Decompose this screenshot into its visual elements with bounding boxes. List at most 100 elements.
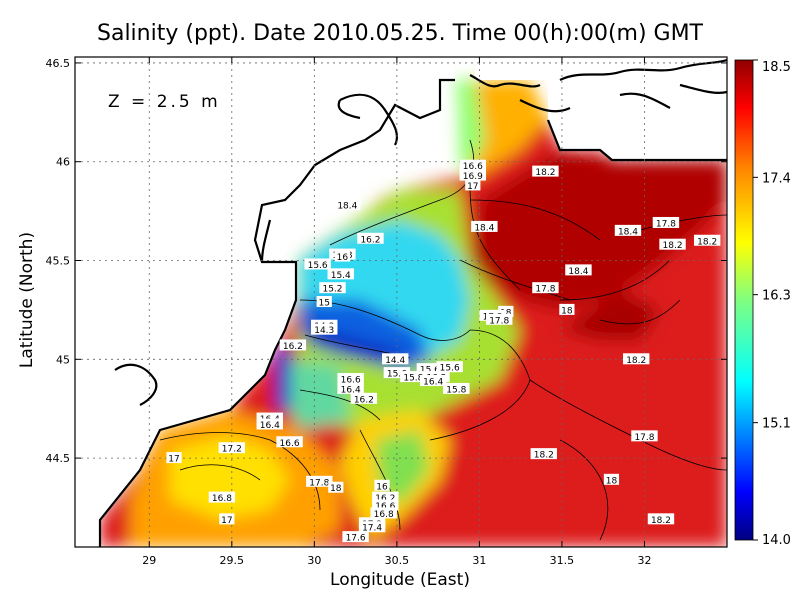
- contour-label: 16.4: [423, 378, 443, 388]
- contour-label: 18: [606, 476, 618, 486]
- contour-label-box: [498, 305, 514, 317]
- contour-label-box: [370, 507, 397, 519]
- contour-label-box: [486, 313, 513, 325]
- y-tick-label: 46: [56, 156, 70, 169]
- contour-label-box: [316, 296, 332, 307]
- contour-label-box: [306, 475, 333, 487]
- colorbar-ticks: 18.5 17.4 16.3 15.1 14.0: [753, 59, 791, 548]
- contour-label: 15.8: [403, 374, 423, 384]
- y-tick-label: 45.5: [46, 255, 71, 268]
- contour-label-box: [256, 412, 283, 424]
- contour-label: 17: [221, 516, 232, 526]
- x-tick-label: 30.5: [385, 554, 410, 567]
- contour-label: 14.4: [385, 356, 405, 366]
- contour-label: 18: [330, 484, 342, 494]
- colorbar-tick-label: 15.1: [762, 417, 791, 432]
- chart-title: Salinity (ppt). Date 2010.05.25. Time 00…: [97, 21, 704, 46]
- contour-label-box: [400, 371, 427, 383]
- contour-label-box: [337, 382, 364, 394]
- contour-label: 16.6: [341, 376, 361, 386]
- contour-label-box: [337, 373, 364, 385]
- colorbar: [734, 59, 754, 541]
- contour-label-box: [374, 479, 390, 491]
- coastline: [98, 58, 727, 547]
- contour-label: 16.9: [463, 172, 483, 182]
- contour-label-box: [358, 521, 386, 533]
- contour-label: 18.4: [337, 202, 357, 212]
- contour-label: 17.8: [535, 285, 555, 295]
- contour-label: 17.8: [489, 316, 509, 326]
- contour-label: 15.4: [331, 271, 351, 281]
- contour-label-box: [166, 452, 182, 464]
- contour-label-box: [532, 165, 559, 177]
- contour-label-box: [436, 361, 463, 373]
- contour-label: 17.2: [222, 445, 242, 455]
- colorbar-tick-label: 17.4: [762, 171, 791, 186]
- contour-label-box: [652, 216, 680, 228]
- contour-label-box: [319, 282, 346, 294]
- contour-label-box: [279, 339, 307, 351]
- contour-label: 16: [376, 482, 388, 492]
- y-tick-label: 45: [56, 353, 70, 366]
- contour-label: 18.2: [663, 241, 683, 251]
- contour-label: 18.2: [626, 356, 646, 366]
- contour-label-box: [532, 282, 559, 294]
- contour-label: 17.8: [656, 219, 676, 229]
- salinity-field: [75, 57, 727, 547]
- contour-label-box: [372, 491, 399, 503]
- contour-label: 15: [319, 299, 330, 309]
- contour-label-box: [693, 234, 721, 246]
- contour-label-box: [256, 418, 283, 430]
- contour-label-box: [623, 353, 650, 365]
- contour-label: 15.2: [322, 285, 342, 295]
- contour-label: 16.6: [463, 162, 483, 172]
- contour-label: 18.4: [618, 227, 638, 237]
- contour-label: 16.6: [280, 439, 300, 449]
- grid-lines: [75, 57, 727, 547]
- contour-label: 17: [467, 182, 478, 192]
- y-tick-label: 46.5: [46, 57, 71, 70]
- contour-label-box: [530, 448, 557, 460]
- contour-label-box: [334, 199, 361, 211]
- contour-label: 18.4: [568, 267, 588, 277]
- contour-label: 16: [337, 253, 349, 263]
- y-tick-label: 44.5: [46, 452, 71, 465]
- contour-label: 17.6: [346, 534, 366, 544]
- contour-label-box: [218, 442, 246, 454]
- contour-label: 17.8: [309, 478, 329, 488]
- contour-label: 17.8: [634, 433, 654, 443]
- contour-label-box: [459, 159, 487, 171]
- contour-label-box: [328, 481, 344, 493]
- contour-label: 16.4: [341, 385, 361, 395]
- contour-label: 16.4: [260, 421, 280, 431]
- x-tick-label: 30: [307, 554, 321, 567]
- contour-label: 17.4: [362, 524, 382, 534]
- contour-label-box: [559, 303, 575, 315]
- depth-annotation: Z = 2.5 m: [108, 92, 221, 112]
- contour-label-box: [334, 250, 351, 262]
- contour-label-box: [304, 258, 331, 270]
- contour-label: 18.2: [697, 237, 717, 247]
- contour-label-box: [631, 430, 658, 442]
- contour-label-box: [647, 513, 675, 525]
- contour-label-box: [383, 367, 411, 379]
- contour-label: 15.6: [387, 370, 407, 380]
- contour-label-box: [276, 436, 303, 448]
- contour-label-box: [419, 375, 447, 387]
- x-tick-label: 31: [472, 554, 486, 567]
- contour-label-box: [471, 220, 498, 232]
- plot-frame: [74, 56, 728, 548]
- contour-label: 18.2: [651, 516, 671, 526]
- x-axis-ticks: 29 29.5 30 30.5 31 31.5 32: [142, 57, 651, 567]
- contour-label-box: [311, 323, 338, 335]
- contour-label: 15.6: [308, 261, 328, 271]
- colorbar-tick-label: 14.0: [762, 533, 791, 548]
- contour-label-box: [219, 513, 235, 525]
- contour-label-box: [443, 382, 470, 394]
- x-axis-label: Longitude (East): [330, 570, 470, 590]
- contour-label: 14.3: [314, 326, 334, 336]
- contour-label: 18.2: [535, 168, 555, 178]
- contour-label: 17: [168, 455, 179, 465]
